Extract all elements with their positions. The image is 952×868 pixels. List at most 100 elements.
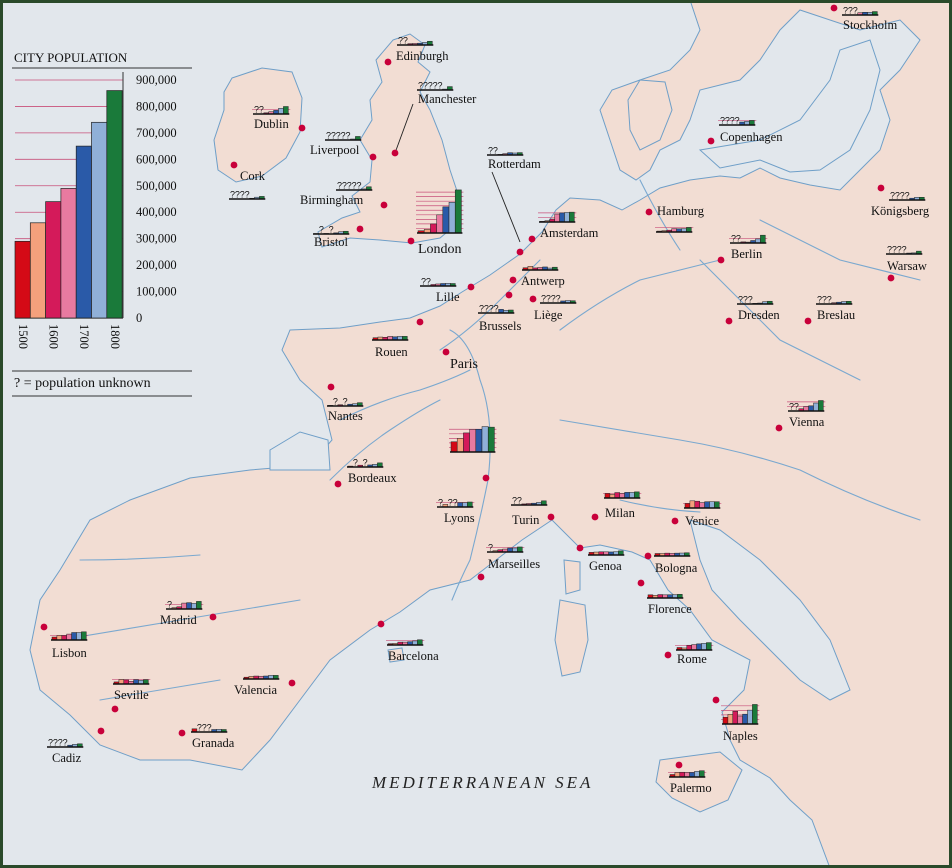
unknown-mark: ? [346, 131, 351, 141]
legend-unknown-note: ? = population unknown [14, 376, 151, 391]
unknown-mark: ? [341, 131, 346, 141]
unknown-mark: ? [352, 181, 357, 191]
unknown-mark: ? [421, 277, 426, 287]
city-label: Valencia [234, 683, 277, 697]
legend-bar [29, 222, 46, 319]
unknown-mark: ? [887, 245, 892, 255]
city-nantes: ? ? Nantes [327, 383, 364, 423]
city-bar [732, 710, 738, 725]
city-dot [725, 317, 733, 325]
city-label: Lisbon [52, 646, 87, 660]
city-bordeaux: ? ? Bordeaux [334, 458, 397, 488]
unknown-mark: ? [822, 295, 827, 305]
city-manchester: ???? ?Manchester [391, 81, 477, 157]
city-paris: Paris [442, 348, 497, 453]
city-dot [477, 573, 485, 581]
city-bar [283, 106, 289, 115]
city-dot [645, 208, 653, 216]
unknown-mark: ? [743, 295, 748, 305]
unknown-mark: ? [453, 498, 458, 508]
unknown-mark: ? [230, 190, 235, 200]
city-bar [463, 432, 470, 453]
unknown-mark: ? [551, 294, 556, 304]
legend-tick-label: 200,000 [136, 258, 177, 272]
city-liverpool: ???? ? Liverpool [310, 131, 377, 161]
city-rouen: Rouen [372, 318, 424, 359]
city-dot [644, 552, 652, 560]
city-warsaw: ??? ? Warsaw [886, 245, 927, 282]
city-bar [752, 704, 758, 725]
city-vienna: ? ? Vienna [775, 400, 826, 432]
unknown-mark: ? [489, 304, 494, 314]
city-label: Birmingham [300, 193, 363, 207]
city-dot [442, 348, 450, 356]
unknown-mark: ? [428, 81, 433, 91]
city-naples: Naples [712, 696, 760, 743]
corsica [563, 559, 581, 595]
unknown-mark: ? [259, 105, 264, 115]
city-dot [712, 696, 720, 704]
city-label: Brussels [479, 319, 522, 333]
city-dot [356, 225, 364, 233]
city-cork: ??? ?Cork [229, 161, 266, 200]
city-label: Madrid [160, 613, 198, 627]
city-label: Florence [648, 602, 692, 616]
city-label: Venice [685, 514, 719, 528]
city-dot [887, 274, 895, 282]
unknown-mark: ? [725, 116, 730, 126]
unknown-mark: ? [353, 458, 358, 468]
city-dot [97, 727, 105, 735]
city-london: London [407, 189, 464, 257]
city-dot [111, 705, 119, 713]
city-label: Warsaw [887, 259, 927, 273]
city-palermo: Palermo [668, 761, 712, 795]
city-bar [624, 492, 630, 499]
city-bar [66, 633, 72, 641]
city-bar [76, 632, 82, 641]
city-label: Breslau [817, 308, 856, 322]
city-label: Hamburg [657, 204, 705, 218]
legend-tick-label: 600,000 [136, 152, 177, 166]
city-dot [178, 729, 186, 737]
unknown-mark: ? [817, 295, 822, 305]
city-bar [694, 500, 700, 509]
city-bar [564, 212, 570, 223]
city-label: Dresden [738, 308, 780, 322]
unknown-mark: ? [331, 131, 336, 141]
city-label: Lyons [444, 511, 475, 525]
city-dot [230, 161, 238, 169]
city-label: Stockholm [843, 18, 897, 32]
unknown-mark: ? [848, 6, 853, 16]
city-stockholm: ?? ? Stockholm [830, 4, 897, 32]
city-label: London [418, 242, 462, 257]
city-dot [209, 613, 217, 621]
city-label: Bristol [314, 235, 349, 249]
city-label: Rotterdam [488, 157, 541, 171]
city-bar [813, 402, 819, 412]
unknown-mark: ? [398, 36, 403, 46]
city-dot [327, 383, 335, 391]
city-bar [469, 429, 477, 453]
unknown-mark: ? [488, 543, 493, 553]
city-lisbon: Lisbon [40, 623, 89, 660]
city-bar [699, 770, 705, 778]
unknown-mark: ? [730, 116, 735, 126]
unknown-mark: ? [736, 234, 741, 244]
legend-tick-label: 100,000 [136, 285, 177, 299]
city-bar [487, 426, 495, 453]
city-madrid: ? Madrid [160, 600, 217, 627]
denmark [627, 79, 673, 151]
unknown-mark: ? [827, 295, 832, 305]
city-dot [505, 291, 513, 299]
unknown-mark: ? [167, 600, 172, 610]
city-bar [436, 214, 444, 234]
legend-bar [60, 188, 77, 319]
legend-tick-label: 900,000 [136, 73, 177, 87]
city-bar [481, 426, 489, 453]
unknown-mark: ? [438, 498, 443, 508]
city-dublin: ? ? Dublin [252, 105, 306, 132]
city-dot [707, 137, 715, 145]
inner-seas [269, 39, 881, 701]
